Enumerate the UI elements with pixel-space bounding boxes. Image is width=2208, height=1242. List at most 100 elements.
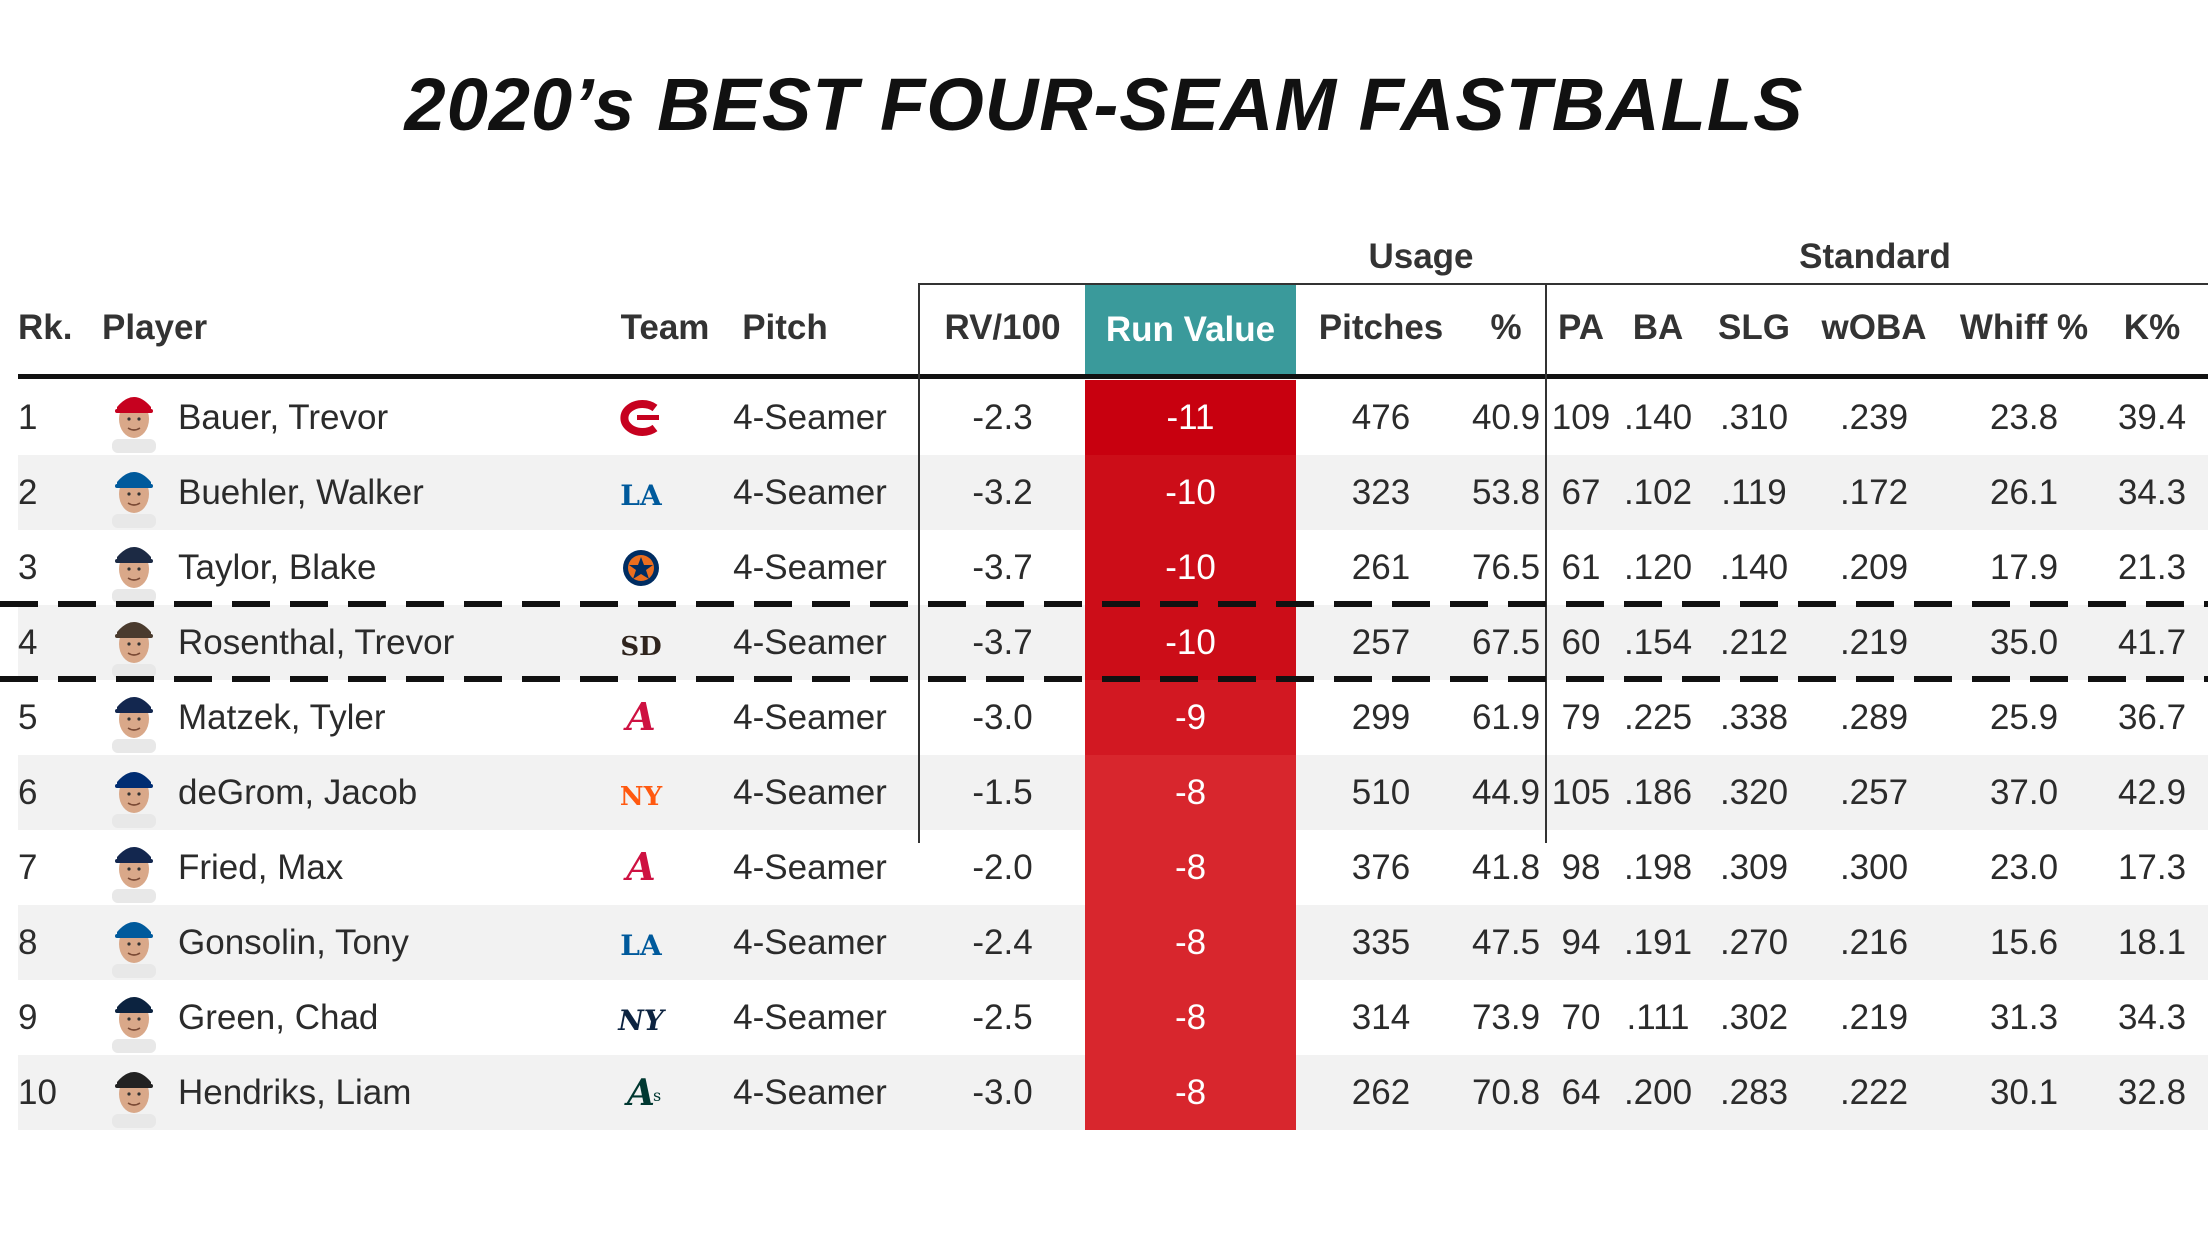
cell-player: Gonsolin, Tony — [178, 923, 409, 962]
cell-whiff: 23.0 — [1989, 848, 2059, 887]
cell-pct: 76.5 — [1471, 548, 1541, 587]
cell-pa: 94 — [1561, 923, 1601, 962]
highlight-border-top — [0, 601, 2208, 607]
cell-pitches: 262 — [1351, 1073, 1411, 1112]
cell-rank: 4 — [18, 623, 38, 662]
cell-rv100: -3.2 — [972, 473, 1033, 512]
cell-slg: .310 — [1719, 398, 1789, 437]
cell-pct: 44.9 — [1471, 773, 1541, 812]
cell-rank: 5 — [18, 698, 38, 737]
cell-whiff: 23.8 — [1989, 398, 2059, 437]
run-value-cell-bg — [1085, 980, 1296, 1055]
player-headshot-icon — [108, 983, 160, 1053]
cell-pa: 61 — [1561, 548, 1601, 587]
cell-rv100: -2.3 — [972, 398, 1033, 437]
header-underline — [18, 374, 2208, 379]
cell-pitches: 476 — [1351, 398, 1411, 437]
cell-rank: 6 — [18, 773, 38, 812]
cell-woba: .219 — [1839, 998, 1909, 1037]
cell-pa: 70 — [1561, 998, 1601, 1037]
cell-woba: .216 — [1839, 923, 1909, 962]
cell-pitch: 4-Seamer — [733, 398, 887, 437]
svg-text:NY: NY — [620, 782, 663, 812]
cell-pitches: 261 — [1351, 548, 1411, 587]
cell-pct: 61.9 — [1471, 698, 1541, 737]
cell-slg: .270 — [1719, 923, 1789, 962]
cell-pa: 60 — [1561, 623, 1601, 662]
dodgers-la-logo-icon: LA — [613, 915, 669, 971]
cell-woba: .172 — [1839, 473, 1909, 512]
cell-ba: .186 — [1623, 773, 1693, 812]
cell-pitch: 4-Seamer — [733, 548, 887, 587]
cell-whiff: 37.0 — [1989, 773, 2059, 812]
cell-k: 32.8 — [2117, 1073, 2187, 1112]
cell-ba: .102 — [1623, 473, 1693, 512]
run-value-cell-bg — [1085, 605, 1296, 680]
cell-pct: 40.9 — [1471, 398, 1541, 437]
cell-pitch: 4-Seamer — [733, 923, 887, 962]
cell-player: Rosenthal, Trevor — [178, 623, 455, 662]
cell-pitch: 4-Seamer — [733, 623, 887, 662]
cell-k: 17.3 — [2117, 848, 2187, 887]
cell-rv100: -2.4 — [972, 923, 1033, 962]
svg-text:A: A — [623, 694, 655, 739]
player-headshot-icon — [108, 533, 160, 603]
cell-pct: 67.5 — [1471, 623, 1541, 662]
player-headshot-icon — [108, 383, 160, 453]
cell-slg: .338 — [1719, 698, 1789, 737]
column-header-pa: PA — [1557, 308, 1605, 347]
column-divider — [1545, 283, 1547, 843]
cell-ba: .225 — [1623, 698, 1693, 737]
cell-ba: .200 — [1623, 1073, 1693, 1112]
cell-woba: .289 — [1839, 698, 1909, 737]
cell-woba: .239 — [1839, 398, 1909, 437]
column-header-whiff: Whiff % — [1959, 308, 2089, 347]
cell-rank: 1 — [18, 398, 38, 437]
cell-run_value: -11 — [1166, 398, 1215, 437]
cell-pa: 67 — [1561, 473, 1601, 512]
cell-run_value: -10 — [1165, 473, 1216, 512]
cell-pct: 70.8 — [1471, 1073, 1541, 1112]
cell-k: 34.3 — [2117, 473, 2187, 512]
cell-pitches: 299 — [1351, 698, 1411, 737]
cell-rv100: -2.5 — [972, 998, 1033, 1037]
cell-player: Fried, Max — [178, 848, 344, 887]
cell-woba: .219 — [1839, 623, 1909, 662]
cell-pa: 109 — [1551, 398, 1611, 437]
braves-a-logo-icon: A — [613, 840, 669, 896]
cell-whiff: 25.9 — [1989, 698, 2059, 737]
column-header-pct: % — [1490, 308, 1522, 347]
column-header-ba: BA — [1632, 308, 1684, 347]
cell-run_value: -8 — [1174, 1073, 1207, 1112]
run-value-cell-bg — [1085, 380, 1296, 455]
cell-pitch: 4-Seamer — [733, 998, 887, 1037]
cell-rv100: -3.0 — [972, 1073, 1033, 1112]
cell-pa: 98 — [1561, 848, 1601, 887]
cell-player: Matzek, Tyler — [178, 698, 386, 737]
mets-ny-logo-icon: NY — [613, 765, 669, 821]
cell-rank: 9 — [18, 998, 38, 1037]
cell-pct: 53.8 — [1471, 473, 1541, 512]
column-header-pitch: Pitch — [742, 308, 828, 347]
cell-rv100: -2.0 — [972, 848, 1033, 887]
cell-pitches: 257 — [1351, 623, 1411, 662]
run-value-cell-bg — [1085, 530, 1296, 605]
header-top-rule — [918, 283, 2208, 285]
cell-slg: .212 — [1719, 623, 1789, 662]
cell-slg: .302 — [1719, 998, 1789, 1037]
cell-rank: 10 — [18, 1073, 57, 1112]
player-headshot-icon — [108, 458, 160, 528]
cell-player: Buehler, Walker — [178, 473, 424, 512]
cell-pa: 105 — [1551, 773, 1611, 812]
cell-rank: 2 — [18, 473, 38, 512]
cell-ba: .198 — [1623, 848, 1693, 887]
cell-rv100: -3.0 — [972, 698, 1033, 737]
cell-slg: .283 — [1719, 1073, 1789, 1112]
cell-slg: .320 — [1719, 773, 1789, 812]
cell-pitch: 4-Seamer — [733, 698, 887, 737]
cell-woba: .222 — [1839, 1073, 1909, 1112]
yankees-ny-logo-icon: NY — [613, 990, 669, 1046]
player-headshot-icon — [108, 1058, 160, 1128]
cell-run_value: -8 — [1174, 773, 1207, 812]
